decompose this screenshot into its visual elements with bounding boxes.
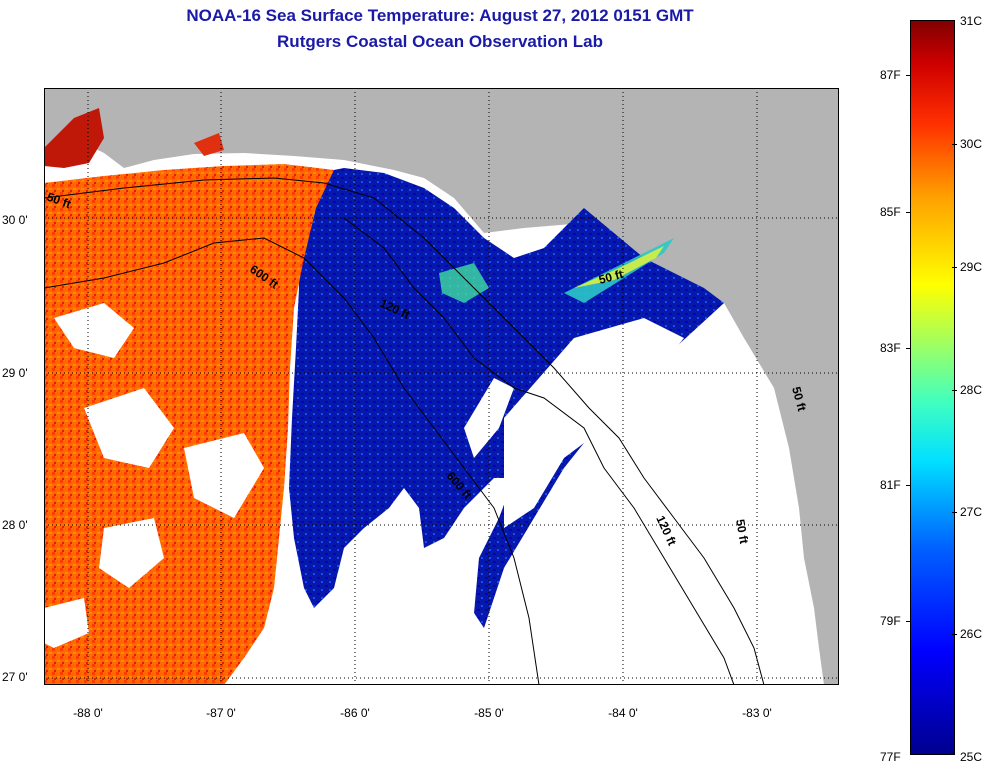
- lat-label-30: 30 0': [2, 213, 28, 227]
- colorbar-c-28: 28C: [951, 383, 983, 397]
- map-subtitle: Rutgers Coastal Ocean Observation Lab: [277, 32, 603, 51]
- lon-label-88: -88 0': [73, 706, 103, 720]
- sst-map: 50 ft 600 ft 120 ft 50 ft 600 ft 120 ft …: [44, 88, 839, 685]
- colorbar-f-79: 79F: [880, 614, 911, 628]
- colorbar-c-29: 29C: [951, 260, 983, 274]
- cloud-west3: [184, 433, 264, 518]
- cloud-west2: [84, 388, 174, 468]
- lat-label-28: 28 0': [2, 518, 28, 532]
- green-patch: [439, 263, 489, 303]
- map-title: NOAA-16 Sea Surface Temperature: August …: [186, 6, 694, 25]
- cloud-east: [504, 318, 684, 528]
- colorbar-c-25: 25C: [960, 750, 983, 764]
- lon-label-85: -85 0': [474, 706, 504, 720]
- contour-label-50ft-mid: 50 ft: [597, 267, 624, 287]
- temperature-colorbar: [910, 20, 955, 755]
- colorbar-c-31: 31C: [960, 14, 983, 28]
- contour-50ft: [44, 177, 765, 685]
- cloud-west1: [54, 303, 134, 358]
- colorbar-f-81: 81F: [880, 478, 911, 492]
- colorbar-f-87: 87F: [880, 68, 911, 82]
- contour-label-50ft-keys: 50 ft: [789, 385, 809, 412]
- colorbar-f-85: 85F: [880, 205, 911, 219]
- contour-600ft: [44, 237, 540, 685]
- colorbar-c-26: 26C: [951, 627, 983, 641]
- land-mass: [44, 88, 839, 685]
- bay-warm: [44, 108, 104, 168]
- lat-label-27: 27 0': [2, 670, 28, 684]
- colorbar-f-83: 83F: [880, 341, 911, 355]
- lat-gridlines: [44, 217, 839, 679]
- cloud-west5: [44, 598, 89, 648]
- lon-label-83: -83 0': [742, 706, 772, 720]
- lon-label-84: -84 0': [608, 706, 638, 720]
- map-frame: [44, 88, 839, 685]
- colorbar-c-30: 30C: [951, 137, 983, 151]
- cloud-west4: [99, 518, 164, 588]
- contour-label-50ft-east: 50 ft: [733, 518, 751, 545]
- bay-warm2: [194, 133, 224, 156]
- lon-label-87: -87 0': [206, 706, 236, 720]
- contour-120ft: [343, 217, 735, 685]
- colorbar-c-27: 27C: [951, 505, 983, 519]
- lat-label-29: 29 0': [2, 366, 28, 380]
- lon-label-86: -86 0': [340, 706, 370, 720]
- cloud-east2: [464, 378, 514, 458]
- colorbar-f-77: 77F: [880, 750, 901, 764]
- florida-land: [744, 318, 839, 648]
